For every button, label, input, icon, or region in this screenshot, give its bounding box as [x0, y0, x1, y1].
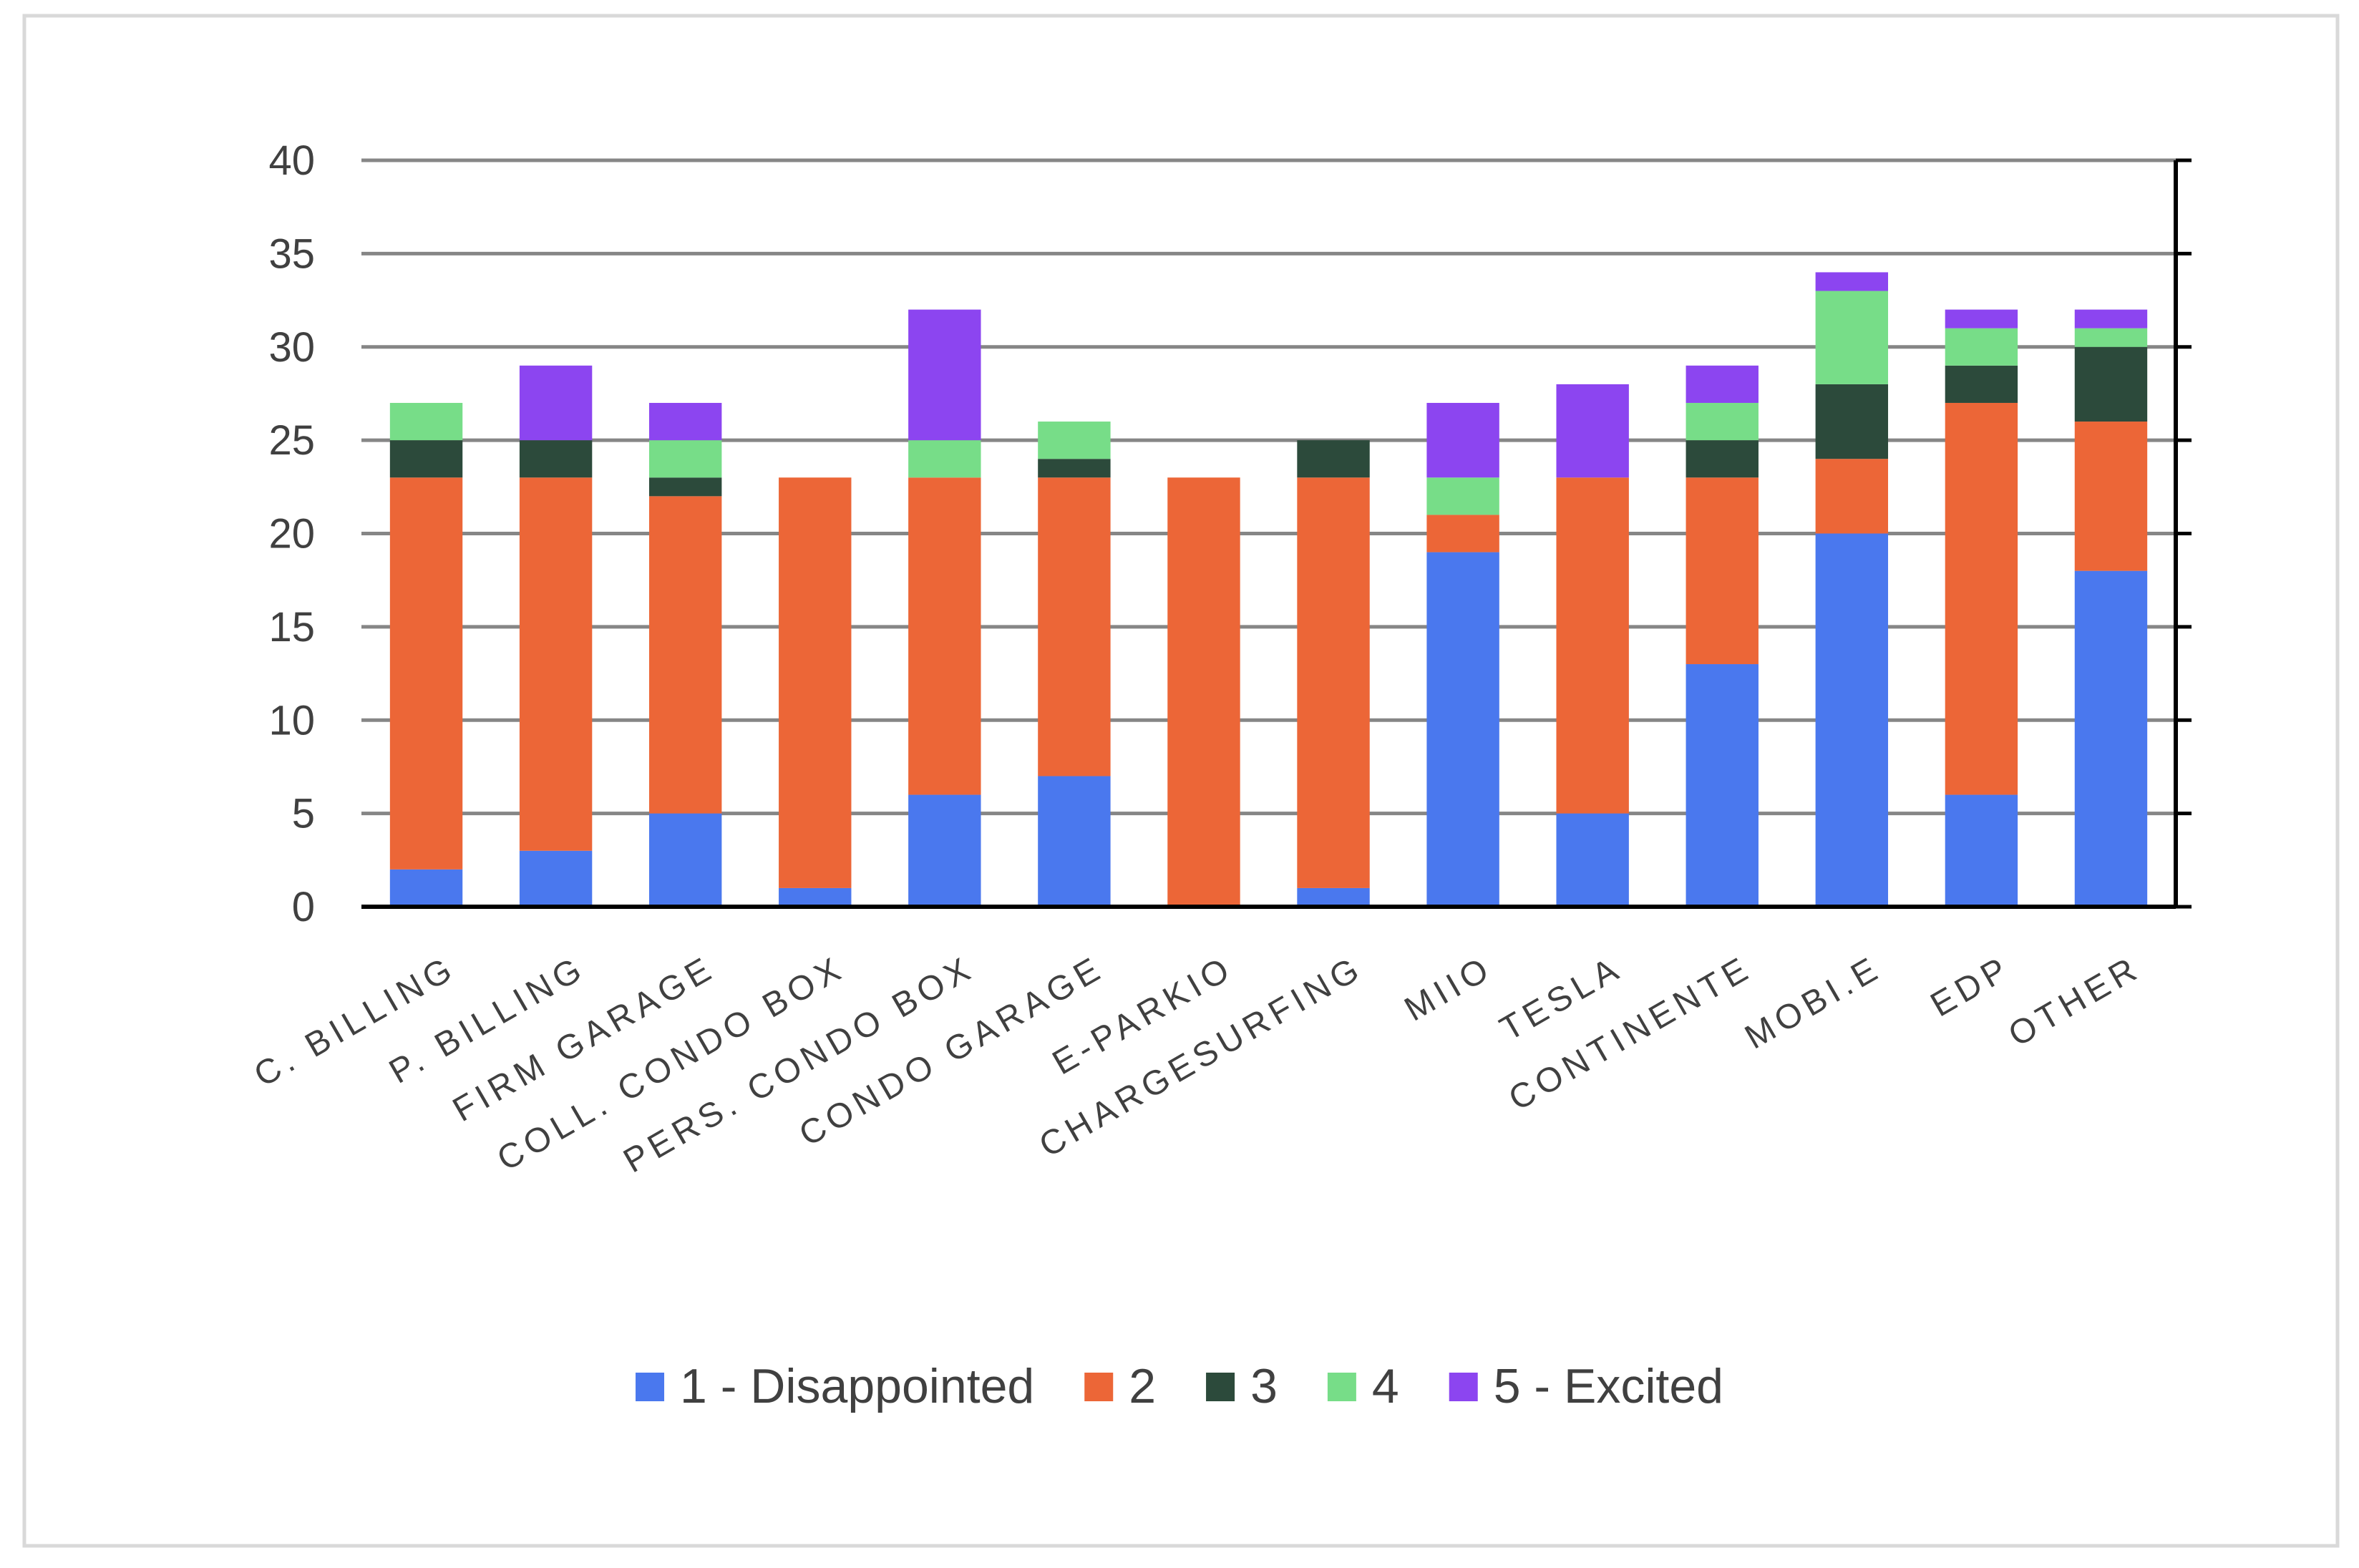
bar-segment: [2074, 570, 2148, 907]
legend-swatch: [636, 1373, 665, 1401]
bar-segment: [2074, 422, 2148, 571]
y-axis-ticks: 0 5 10 15 20 25 30 35 40: [268, 137, 315, 930]
bar-segment: [519, 477, 593, 851]
bar-segment: [779, 887, 852, 907]
bar-segment: [1297, 887, 1370, 907]
y-tick-label: 30: [268, 324, 315, 371]
bar-segment: [1815, 384, 1889, 459]
bar-segment: [1297, 477, 1370, 888]
bar-segment: [519, 850, 593, 907]
bar-segment: [1038, 477, 1111, 776]
bar-segment: [908, 477, 981, 795]
bar-segment: [1815, 291, 1889, 384]
bar-segment: [389, 477, 463, 870]
bar-segment: [1038, 776, 1111, 907]
axes: [361, 158, 2192, 909]
legend-swatch: [1327, 1373, 1356, 1401]
bar-segment: [1686, 402, 1759, 441]
bar-segment: [648, 813, 722, 907]
bar-segment: [1556, 813, 1629, 907]
legend-swatch: [1084, 1373, 1114, 1401]
bar-segment: [1038, 459, 1111, 478]
bar-segment: [519, 440, 593, 478]
legend-label: 1 - Disappointed: [680, 1359, 1034, 1413]
y-tick-label: 0: [292, 884, 315, 930]
y-tick-label: 10: [268, 697, 315, 744]
bar-segment: [1038, 422, 1111, 459]
bar-segment: [1945, 365, 2018, 403]
legend-label: 5 - Excited: [1494, 1359, 1723, 1413]
bar-segment: [1945, 309, 2018, 328]
bar-segment: [648, 402, 722, 441]
bar-segment: [519, 365, 593, 441]
bar-segment: [1426, 402, 1499, 478]
bar-segment: [389, 440, 463, 478]
y-tick-label: 5: [292, 791, 315, 837]
y-tick-label: 20: [268, 511, 315, 557]
bar-segment: [1686, 365, 1759, 403]
bar-segment: [1815, 272, 1889, 291]
bar-segment: [1686, 440, 1759, 478]
legend-label: 3: [1250, 1359, 1278, 1413]
legend-swatch: [1449, 1373, 1478, 1401]
bar-segment: [2074, 309, 2148, 328]
bar-segment: [1815, 533, 1889, 907]
legend-label: 2: [1129, 1359, 1156, 1413]
legend-label: 4: [1372, 1359, 1399, 1413]
legend: 1 - Disappointed 2 3 4 5 - Excited: [636, 1359, 1723, 1413]
bar-segment: [908, 794, 981, 907]
legend-swatch: [1206, 1373, 1235, 1401]
y-tick-label: 35: [268, 230, 315, 277]
bar-segment: [1426, 477, 1499, 515]
bar-segment: [1686, 477, 1759, 665]
bar-segment: [2074, 328, 2148, 347]
y-tick-label: 15: [268, 604, 315, 651]
bar-segment: [779, 477, 852, 888]
bar-segment: [1945, 794, 2018, 907]
bars: [389, 272, 2148, 907]
bar-segment: [908, 440, 981, 478]
bar-segment: [1945, 328, 2018, 366]
bar-segment: [648, 496, 722, 814]
bar-segment: [1167, 477, 1240, 907]
bar-segment: [1556, 477, 1629, 814]
bar-segment: [1686, 664, 1759, 907]
bar-segment: [1426, 552, 1499, 907]
bar-segment: [2074, 346, 2148, 422]
bar-segment: [908, 309, 981, 441]
bar-segment: [389, 402, 463, 441]
bar-segment: [389, 869, 463, 907]
bar-segment: [1556, 384, 1629, 478]
y-tick-label: 40: [268, 137, 315, 184]
bar-segment: [1297, 440, 1370, 478]
bar-segment: [1815, 459, 1889, 534]
bar-segment: [648, 477, 722, 497]
y-tick-label: 25: [268, 417, 315, 464]
bar-segment: [1426, 515, 1499, 552]
bar-segment: [1945, 402, 2018, 795]
bar-segment: [648, 440, 722, 478]
